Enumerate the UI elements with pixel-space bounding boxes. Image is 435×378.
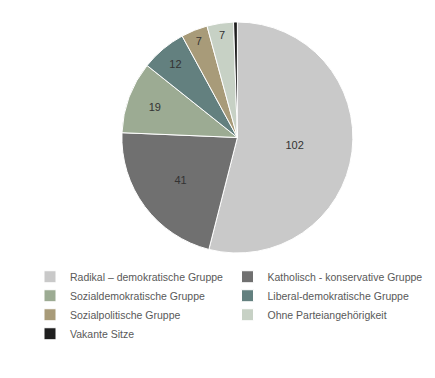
svg-text:Ohne Parteiangehörigkeit: Ohne Parteiangehörigkeit — [268, 309, 387, 321]
svg-text:Radikal – demokratische Gruppe: Radikal – demokratische Gruppe — [70, 271, 223, 283]
svg-text:19: 19 — [149, 101, 161, 113]
svg-text:41: 41 — [174, 174, 186, 186]
svg-text:Sozialpolitische Gruppe: Sozialpolitische Gruppe — [70, 309, 180, 321]
svg-text:7: 7 — [196, 35, 202, 47]
svg-text:7: 7 — [219, 29, 225, 41]
svg-text:Vakante Sitze: Vakante Sitze — [70, 328, 134, 340]
svg-text:Sozialdemokratische Gruppe: Sozialdemokratische Gruppe — [70, 290, 205, 302]
svg-text:Katholisch - konservative Grup: Katholisch - konservative Gruppe — [268, 271, 423, 283]
svg-text:Liberal-demokratische Gruppe: Liberal-demokratische Gruppe — [268, 290, 409, 302]
svg-text:12: 12 — [169, 58, 181, 70]
svg-text:102: 102 — [285, 139, 303, 151]
